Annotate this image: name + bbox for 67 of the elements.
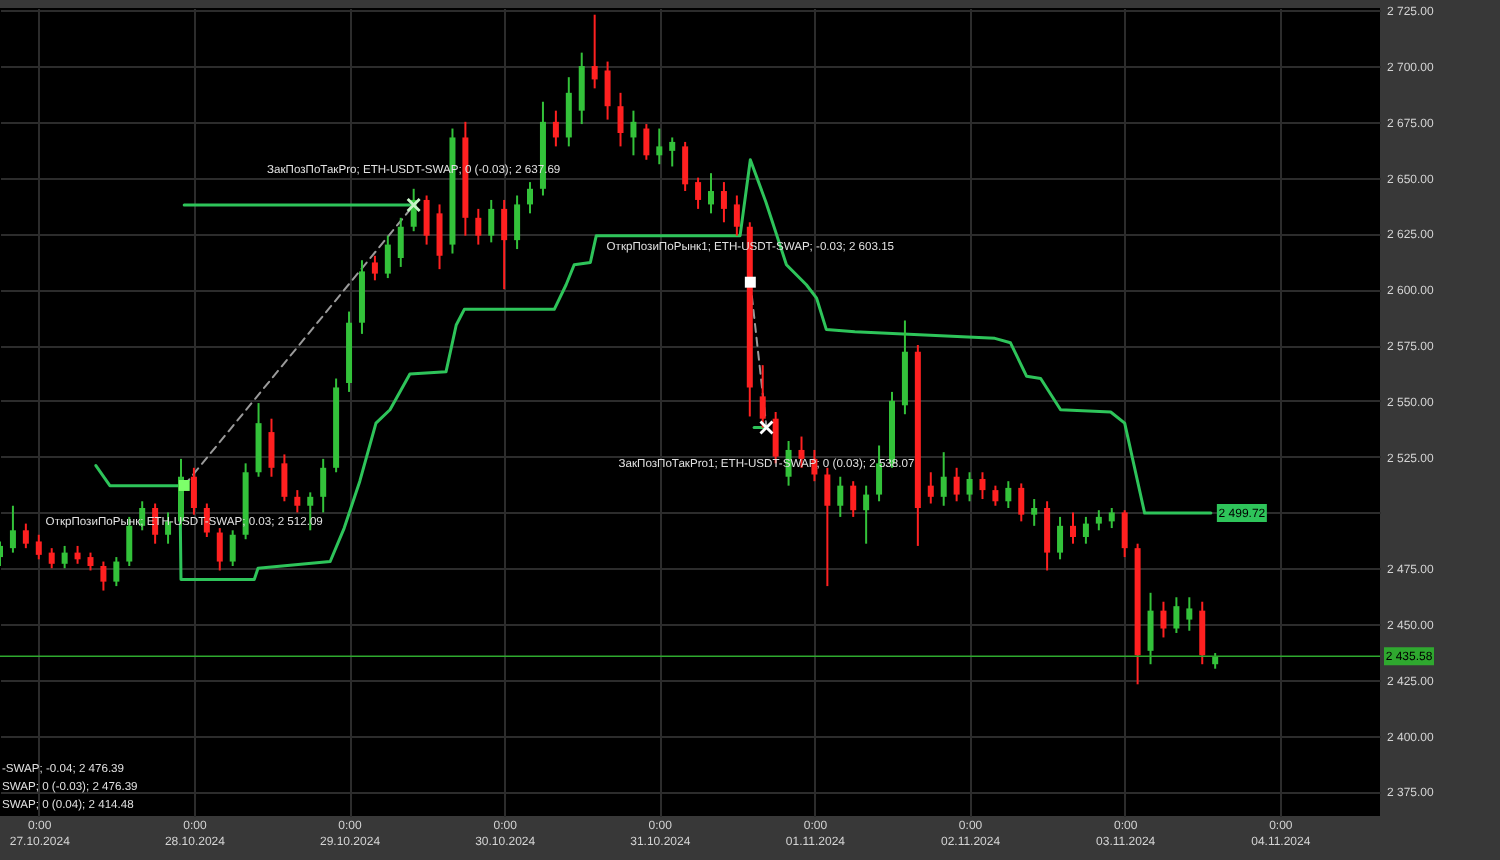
candlestick (320, 457, 327, 514)
candlestick (1108, 506, 1115, 530)
candlestick (1018, 482, 1025, 523)
candlestick (669, 136, 676, 168)
candlestick (22, 522, 29, 550)
candlestick (475, 207, 482, 246)
candlestick (643, 123, 650, 161)
point (178, 479, 190, 491)
candlestick (552, 109, 559, 148)
candlestick (656, 127, 663, 166)
candlestick (397, 216, 404, 268)
candlestick (617, 91, 624, 148)
candlestick (708, 172, 715, 215)
candlestick (733, 194, 740, 237)
candlestick (940, 451, 947, 507)
candlestick (216, 527, 223, 572)
candlestick (229, 529, 236, 568)
candlestick (61, 544, 68, 570)
candlestick (384, 234, 391, 280)
candlestick (1147, 591, 1154, 666)
candlestick (514, 194, 521, 251)
candlestick (1160, 600, 1167, 639)
candlestick (837, 475, 844, 518)
candlestick (953, 466, 960, 503)
candlestick (695, 176, 702, 210)
candlestick (501, 198, 508, 291)
candlestick (1082, 515, 1089, 545)
candlestick (979, 471, 986, 501)
candlestick (1005, 480, 1012, 509)
candlestick (565, 76, 572, 148)
candlestick (35, 533, 42, 561)
candlestick (48, 547, 55, 570)
candlestick (578, 51, 585, 126)
candlestick (100, 560, 107, 592)
candlestick (992, 484, 999, 507)
candlestick (281, 453, 288, 503)
candlestick (1186, 596, 1193, 632)
candlestick (876, 444, 883, 503)
candlestick (1044, 500, 1051, 572)
candlestick (1069, 511, 1076, 545)
candlestick (1173, 596, 1180, 634)
candlestick (488, 198, 495, 244)
candlestick (527, 181, 534, 215)
candlestick (436, 203, 443, 271)
point (406, 197, 422, 213)
candlestick (682, 140, 689, 193)
candlestick (1057, 515, 1064, 561)
candlestick (824, 466, 831, 588)
candlestick (190, 466, 197, 516)
candlestick (9, 504, 16, 554)
candlestick (371, 254, 378, 282)
candlestick (966, 471, 973, 503)
candlestick (927, 471, 934, 505)
candlestick (113, 556, 120, 588)
candlestick (1031, 498, 1038, 527)
candlestick (720, 181, 727, 224)
candlestick (604, 60, 611, 121)
candlestick (850, 480, 857, 518)
candlestick (268, 417, 275, 478)
candlestick (1095, 509, 1102, 532)
candlestick (423, 194, 430, 246)
candlestick (1121, 509, 1128, 559)
candlestick (1199, 600, 1206, 666)
candlestick (294, 489, 301, 514)
candlestick (630, 109, 637, 157)
candlestick (863, 484, 870, 545)
candlestick (591, 13, 598, 90)
